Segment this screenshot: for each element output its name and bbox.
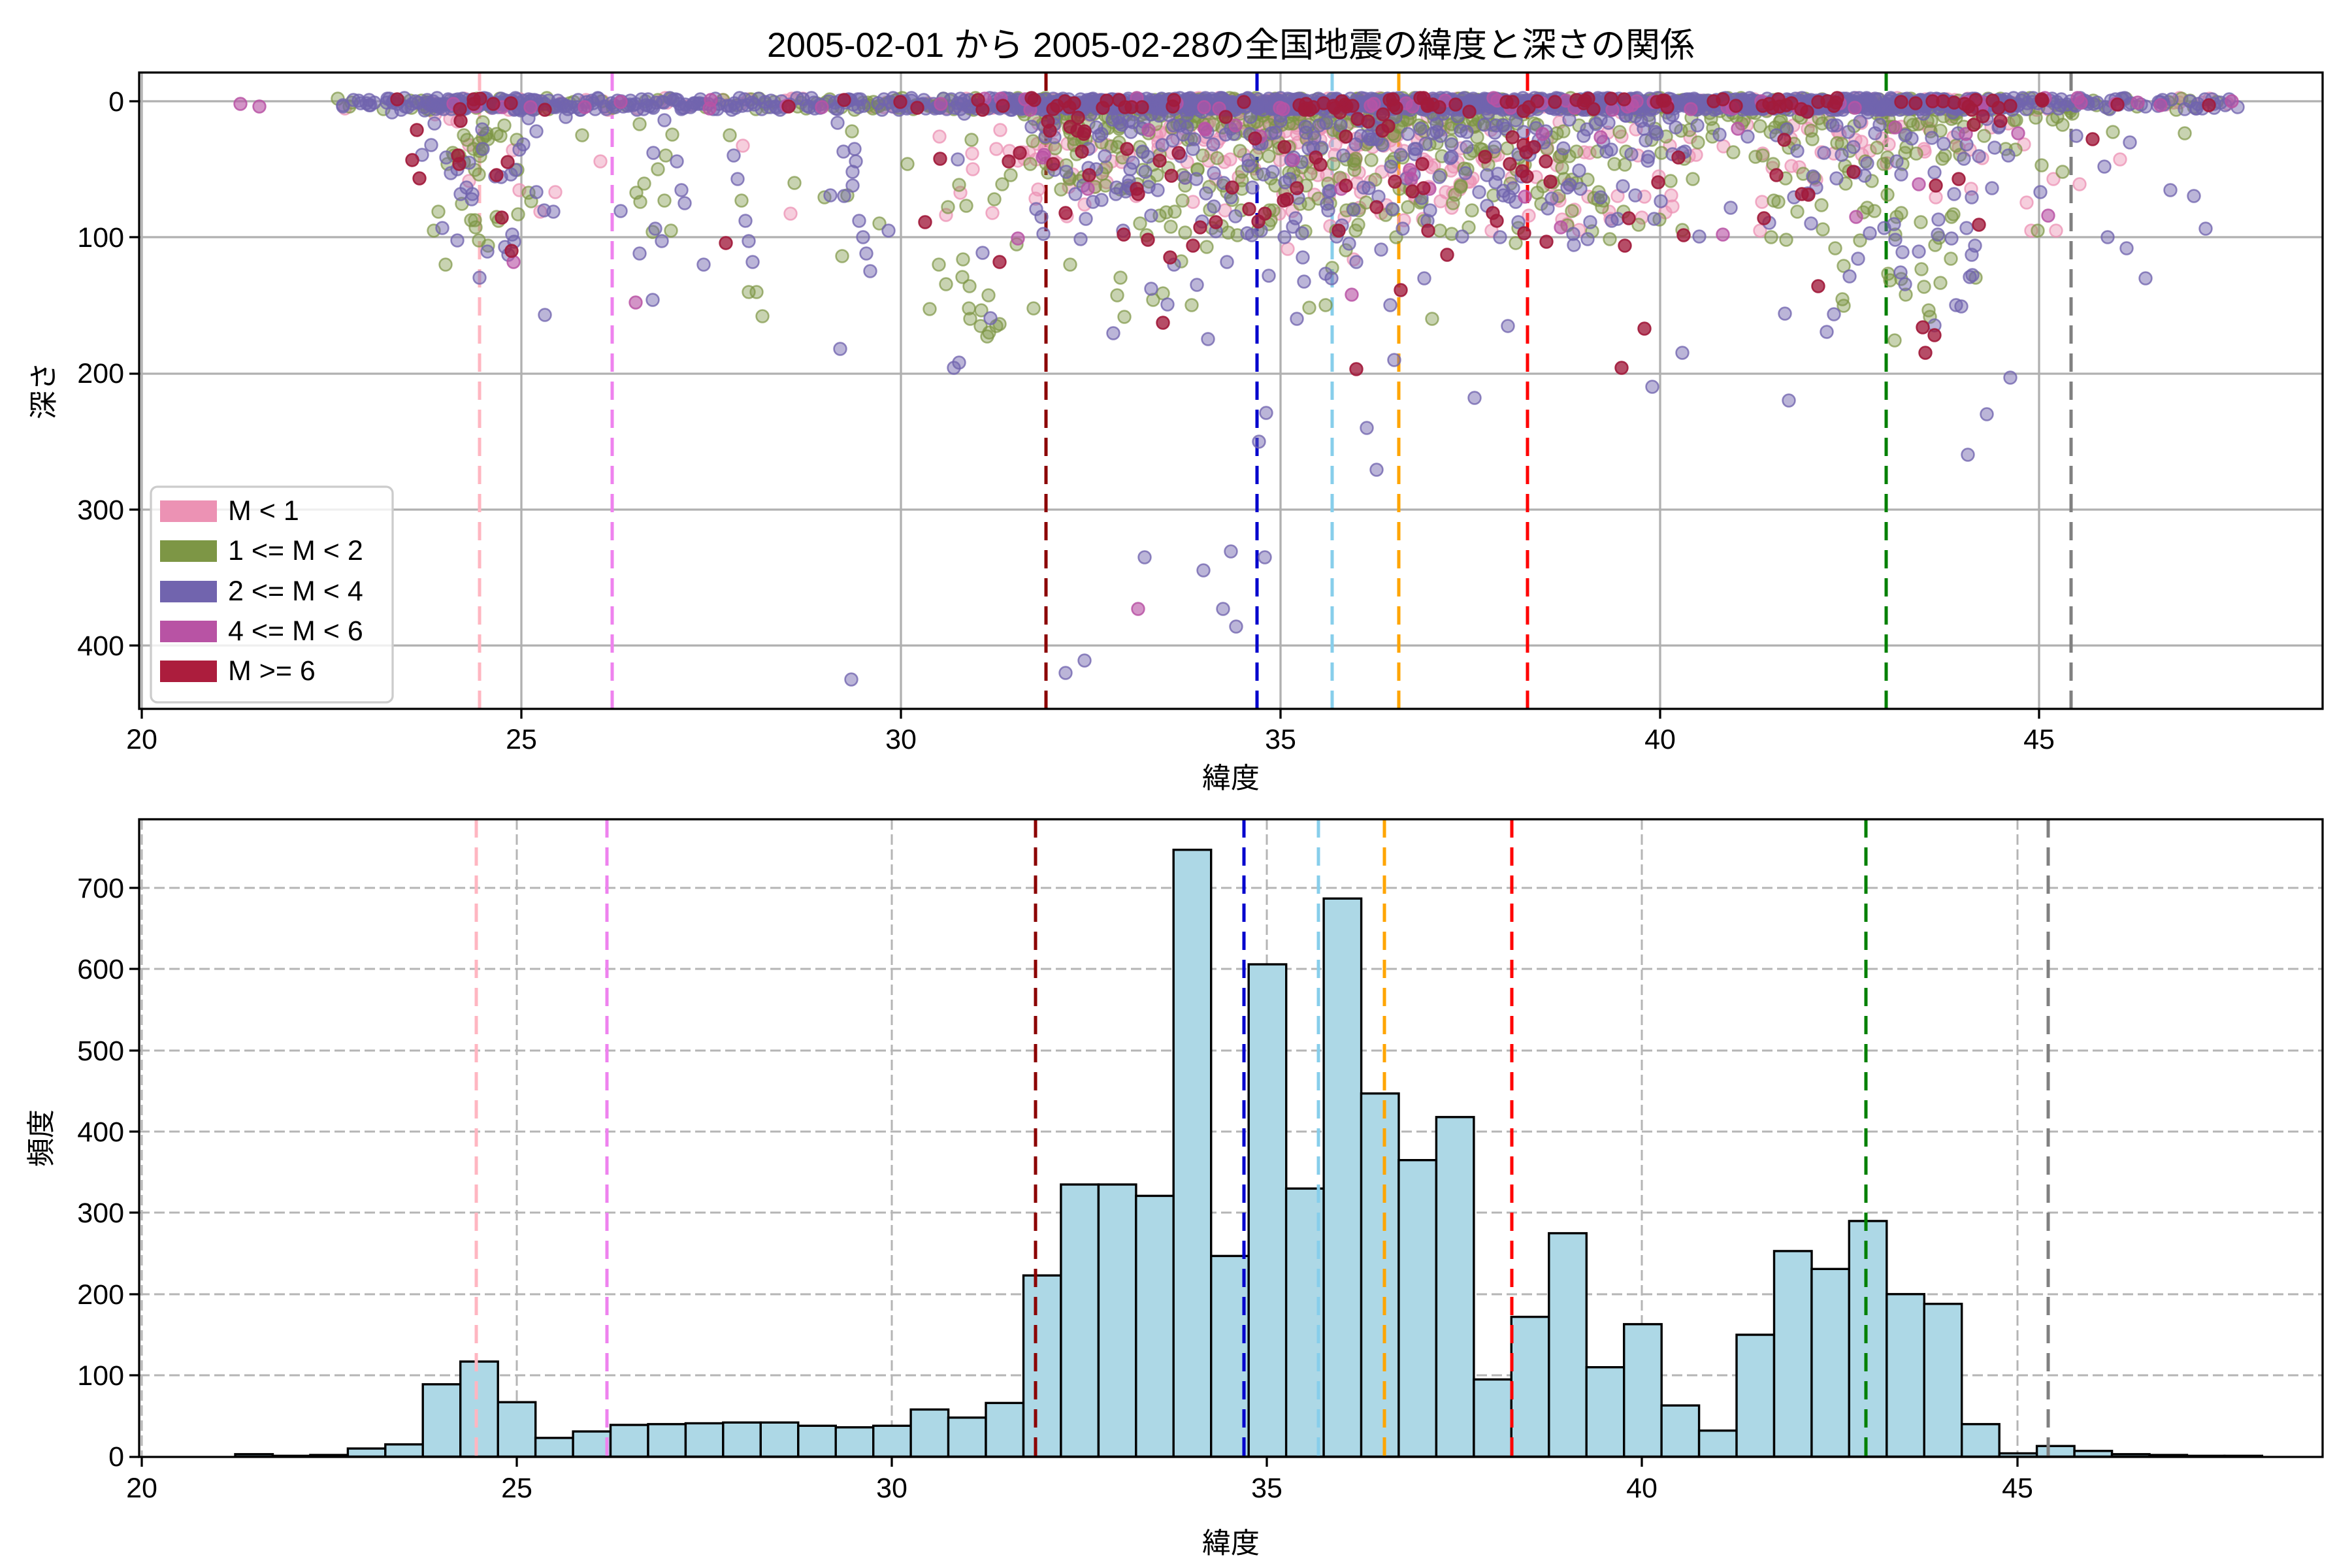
svg-text:30: 30: [885, 724, 917, 755]
svg-text:0: 0: [108, 1441, 124, 1473]
svg-text:2 <= M < 4: 2 <= M < 4: [228, 576, 363, 607]
svg-text:100: 100: [77, 222, 124, 253]
svg-text:200: 200: [77, 358, 124, 389]
svg-text:4 <= M < 6: 4 <= M < 6: [228, 615, 363, 647]
svg-text:300: 300: [77, 1198, 124, 1229]
svg-text:35: 35: [1265, 724, 1296, 755]
svg-text:600: 600: [77, 954, 124, 985]
svg-text:1 <= M < 2: 1 <= M < 2: [228, 535, 363, 566]
svg-text:500: 500: [77, 1036, 124, 1067]
svg-text:45: 45: [2002, 1473, 2033, 1504]
svg-text:400: 400: [77, 630, 124, 662]
svg-text:300: 300: [77, 495, 124, 526]
svg-text:35: 35: [1251, 1473, 1282, 1504]
svg-text:40: 40: [1644, 724, 1676, 755]
svg-text:200: 200: [77, 1279, 124, 1311]
svg-text:400: 400: [77, 1117, 124, 1148]
svg-text:45: 45: [2023, 724, 2055, 755]
svg-text:100: 100: [77, 1360, 124, 1392]
svg-text:M < 1: M < 1: [228, 495, 299, 527]
svg-text:2005-02-01: 2005-02-01: [767, 26, 944, 65]
svg-text:M >= 6: M >= 6: [228, 655, 316, 687]
svg-text:40: 40: [1626, 1473, 1658, 1504]
svg-text:20: 20: [126, 1473, 157, 1504]
svg-text:2005-02-28: 2005-02-28: [1033, 26, 1210, 65]
svg-text:25: 25: [501, 1473, 532, 1504]
svg-text:700: 700: [77, 873, 124, 904]
svg-text:30: 30: [876, 1473, 907, 1504]
svg-text:0: 0: [108, 86, 124, 118]
svg-text:20: 20: [126, 724, 157, 755]
svg-text:25: 25: [506, 724, 537, 755]
